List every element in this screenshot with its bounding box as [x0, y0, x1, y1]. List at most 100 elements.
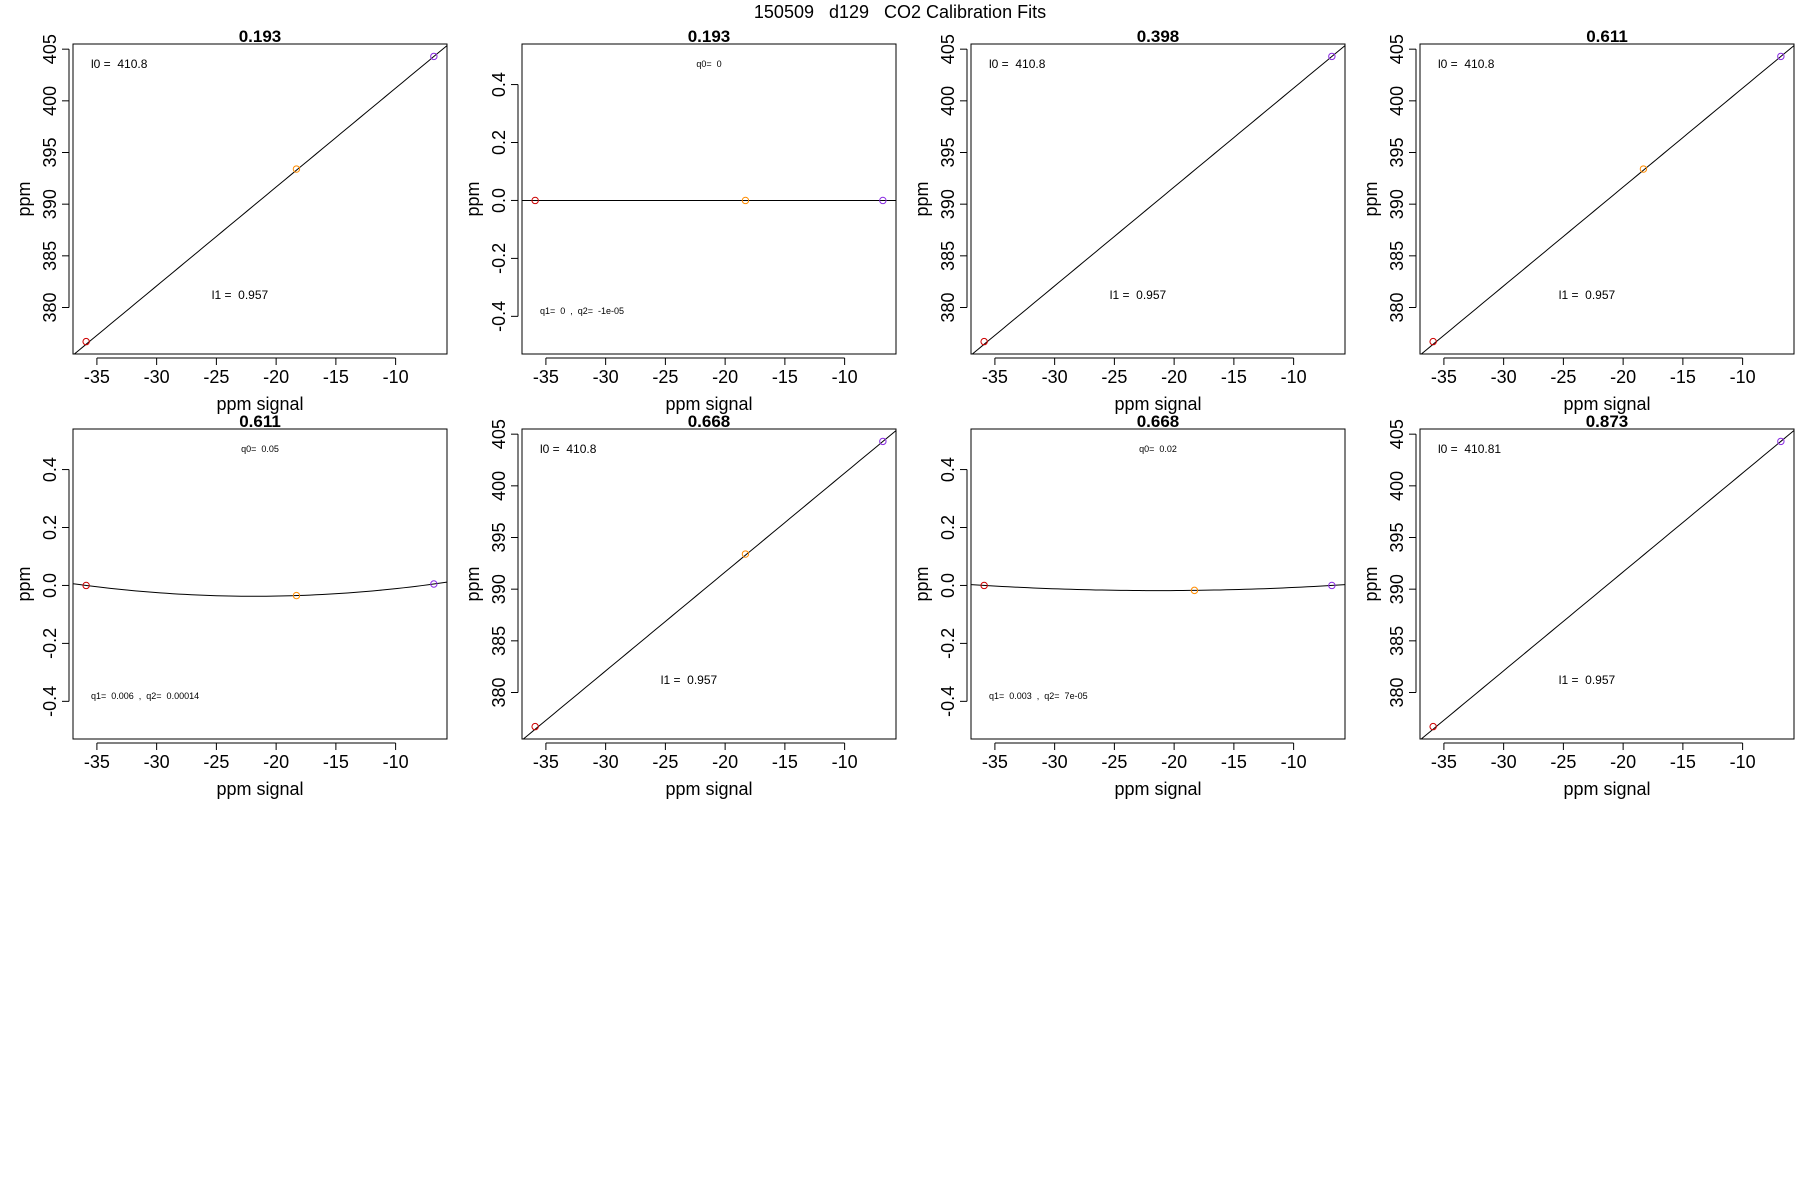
- y-tick-label: 395: [40, 137, 60, 167]
- x-tick-label: -30: [1042, 752, 1068, 772]
- y-tick-label: 400: [1387, 471, 1407, 501]
- data-point: [879, 437, 887, 446]
- x-tick-label: -15: [323, 367, 349, 387]
- x-axis-label: ppm signal: [1114, 394, 1201, 414]
- x-axis-label: ppm signal: [216, 394, 303, 414]
- y-tick-label: 405: [40, 34, 60, 64]
- y-tick-label: -0.2: [40, 628, 60, 659]
- x-tick-label: -15: [772, 752, 798, 772]
- x-tick-label: -20: [263, 752, 289, 772]
- data-point: [1639, 165, 1648, 173]
- x-tick-label: -15: [323, 752, 349, 772]
- y-tick-label: 385: [1387, 626, 1407, 656]
- fit-annotation: q0= 0.05: [241, 444, 279, 454]
- fit-line: [971, 584, 1345, 592]
- x-tick-label: -25: [1101, 367, 1127, 387]
- plot-frame: [521, 43, 897, 355]
- x-tick-label: -15: [1670, 367, 1696, 387]
- panel-title: 0.193: [239, 27, 282, 46]
- y-tick-label: -0.4: [40, 686, 60, 717]
- y-tick-label: 405: [1387, 419, 1407, 449]
- y-tick-label: 0.0: [938, 573, 958, 598]
- y-tick-label: 385: [938, 241, 958, 271]
- calibration-panel-7: 0.668 -35 -30 -25 -20 -15 -10 ppm signal -0.4 -0.…: [912, 412, 1346, 799]
- fit-line: [73, 45, 447, 354]
- x-tick-label: -30: [593, 752, 619, 772]
- x-tick-label: -20: [1610, 752, 1636, 772]
- x-tick-label: -10: [1281, 752, 1307, 772]
- data-point: [1429, 337, 1437, 346]
- y-tick-label: 385: [1387, 241, 1407, 271]
- data-point: [741, 550, 750, 558]
- y-tick-label: 400: [938, 86, 958, 116]
- fit-line: [1420, 45, 1794, 354]
- y-axis-label: ppm: [1361, 566, 1381, 601]
- x-tick-label: -30: [144, 752, 170, 772]
- y-tick-label: 0.2: [40, 515, 60, 540]
- calibration-panel-6: 0.668 -35 -30 -25 -20 -15 -10 ppm signal 380 385 3…: [463, 412, 897, 799]
- x-tick-label: -15: [1221, 367, 1247, 387]
- plot-frame: [521, 428, 897, 740]
- y-tick-label: -0.4: [489, 301, 509, 332]
- plot-frame: [1419, 43, 1795, 355]
- data-point: [1190, 586, 1199, 595]
- fit-annotation: l0 = 410.8: [540, 442, 597, 456]
- data-point: [430, 580, 438, 588]
- data-point: [1429, 722, 1437, 731]
- fit-annotation: l1 = 0.957: [1559, 288, 1616, 302]
- x-tick-label: -10: [1730, 752, 1756, 772]
- y-tick-label: 380: [938, 292, 958, 322]
- y-tick-label: -0.4: [938, 686, 958, 717]
- y-tick-label: 380: [489, 677, 509, 707]
- y-tick-label: 0.4: [938, 457, 958, 482]
- y-tick-label: 400: [40, 86, 60, 116]
- y-tick-label: -0.2: [489, 243, 509, 274]
- panel-title: 0.193: [688, 27, 731, 46]
- x-tick-label: -15: [772, 367, 798, 387]
- y-tick-label: 385: [489, 626, 509, 656]
- y-tick-label: 395: [1387, 522, 1407, 552]
- y-tick-label: 0.0: [489, 188, 509, 213]
- x-tick-label: -35: [84, 367, 110, 387]
- x-tick-label: -25: [203, 367, 229, 387]
- x-tick-label: -20: [1610, 367, 1636, 387]
- y-tick-label: 405: [1387, 34, 1407, 64]
- y-tick-label: -0.2: [938, 628, 958, 659]
- data-point: [1777, 437, 1785, 446]
- x-tick-label: -30: [593, 367, 619, 387]
- x-tick-label: -35: [84, 752, 110, 772]
- y-tick-label: 390: [1387, 189, 1407, 219]
- figure-title: 150509 d129 CO2 Calibration Fits: [753, 2, 1047, 22]
- fit-annotation: l0 = 410.8: [91, 57, 148, 71]
- x-tick-label: -10: [1730, 367, 1756, 387]
- y-tick-label: 405: [489, 419, 509, 449]
- panel-title: 0.611: [239, 412, 281, 431]
- data-point: [82, 581, 90, 590]
- x-tick-label: -35: [533, 367, 559, 387]
- y-tick-label: 380: [1387, 292, 1407, 322]
- x-tick-label: -35: [533, 752, 559, 772]
- calibration-panel-2: 0.193 -35 -30 -25 -20 -15 -10 ppm signal -0.4 -0.…: [463, 27, 897, 414]
- x-axis-label: ppm signal: [1563, 394, 1650, 414]
- x-tick-label: -15: [1670, 752, 1696, 772]
- x-tick-label: -25: [1550, 367, 1576, 387]
- fit-annotation: l1 = 0.957: [1559, 673, 1616, 687]
- y-axis-label: ppm: [912, 181, 932, 216]
- data-point: [531, 722, 539, 731]
- x-axis-label: ppm signal: [1114, 779, 1201, 799]
- fit-annotation: l1 = 0.957: [661, 673, 718, 687]
- x-tick-label: -30: [1042, 367, 1068, 387]
- x-tick-label: -10: [832, 367, 858, 387]
- y-axis-label: ppm: [14, 181, 34, 216]
- data-point: [980, 581, 988, 590]
- data-point: [82, 337, 90, 346]
- y-tick-label: 0.2: [938, 515, 958, 540]
- fit-annotation: q1= 0.003 , q2= 7e-05: [989, 691, 1088, 701]
- y-axis-label: ppm: [463, 566, 483, 601]
- panel-title: 0.398: [1137, 27, 1180, 46]
- x-axis-label: ppm signal: [1563, 779, 1650, 799]
- y-tick-label: 395: [1387, 137, 1407, 167]
- data-point: [430, 52, 438, 61]
- y-tick-label: 405: [938, 34, 958, 64]
- fit-annotation: l0 = 410.8: [989, 57, 1046, 71]
